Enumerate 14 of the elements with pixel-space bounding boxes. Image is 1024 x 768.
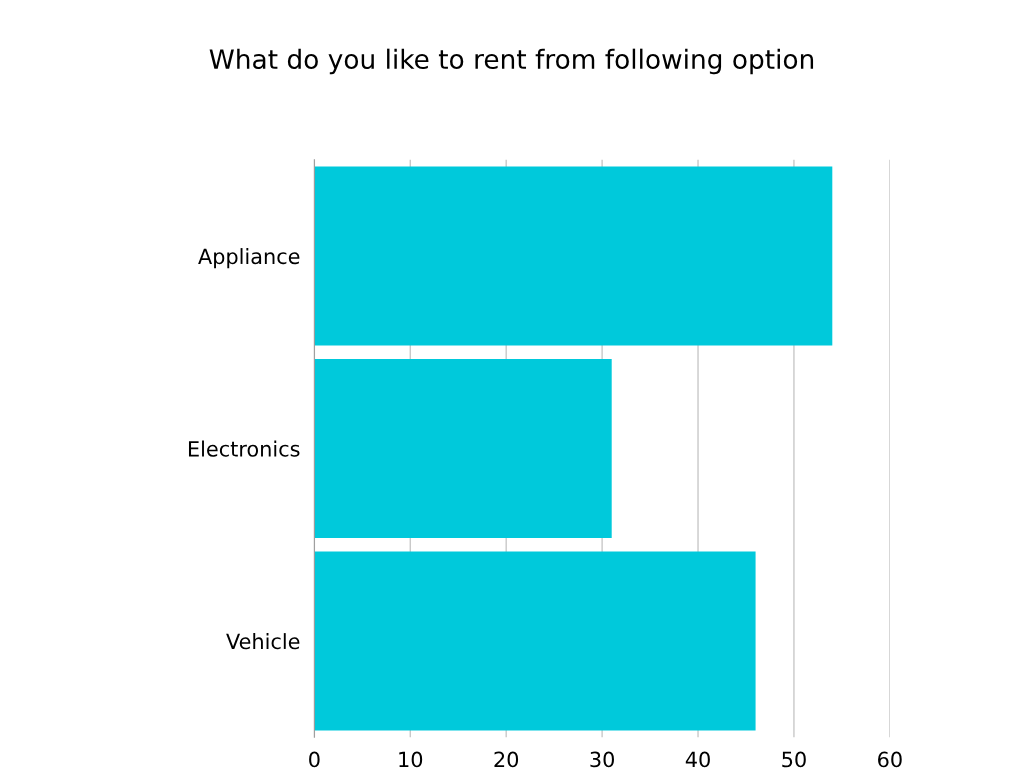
bar [314, 551, 756, 731]
bar [314, 166, 833, 346]
x-tick-label: 50 [782, 751, 806, 768]
x-tick-label: 60 [878, 751, 902, 768]
x-tick-label: 10 [399, 751, 423, 768]
y-tick-label: Electronics [188, 440, 300, 457]
x-tick-label: 20 [494, 751, 519, 768]
x-tick-label: 30 [590, 751, 614, 768]
bar [314, 358, 612, 539]
y-tick-label: Vehicle [226, 633, 300, 650]
x-tick-label: 0 [309, 751, 320, 768]
chart-title: What do you like to rent from following option [209, 48, 814, 75]
x-tick-label: 40 [685, 751, 710, 768]
y-tick-label: Appliance [198, 248, 300, 269]
